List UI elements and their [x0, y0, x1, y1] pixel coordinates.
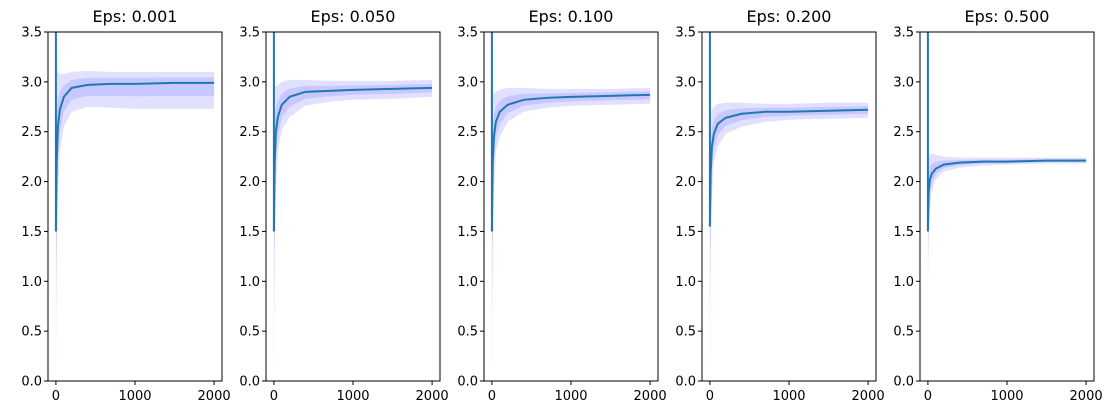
plot-area — [272, 32, 433, 381]
series-line — [926, 159, 1087, 232]
subplot-5: 0.0 0.5 1.0 1.5 2.0 2.5 3.0 3.5 0 1000 2000 Eps: 0.… — [893, 7, 1102, 404]
series-line — [490, 93, 651, 232]
axes-frame — [919, 31, 1095, 382]
y-tick-label: 1.5 — [239, 225, 260, 240]
y-tick-label: 0.5 — [675, 325, 696, 340]
x-tick-label: 1000 — [118, 389, 151, 404]
x-tick-label: 1000 — [990, 389, 1023, 404]
y-tick-label: 1.5 — [21, 225, 42, 240]
x-tick-label: 2000 — [1070, 389, 1103, 404]
subplot-title: Eps: 0.100 — [529, 7, 614, 26]
y-tick-label: 2.5 — [21, 125, 42, 140]
y-tick-label: 0.0 — [21, 375, 42, 390]
subplot-title: Eps: 0.200 — [747, 7, 832, 26]
y-tick-label: 1.0 — [457, 275, 478, 290]
x-tick-label: 2000 — [198, 389, 231, 404]
series-line — [272, 86, 433, 232]
subplot-4: 0.0 0.5 1.0 1.5 2.0 2.5 3.0 3.5 0 1000 2000 Eps: 0.… — [675, 7, 884, 404]
x-tick-label: 0 — [706, 389, 714, 404]
y-tick-label: 3.5 — [675, 26, 696, 41]
inner-band — [273, 83, 433, 307]
y-tick-label: 1.0 — [239, 275, 260, 290]
y-tick-label: 2.0 — [893, 175, 914, 190]
inner-band — [927, 159, 1087, 262]
y-tick-label: 2.5 — [239, 125, 260, 140]
plot-area — [926, 32, 1087, 292]
y-tick-label: 0.5 — [239, 325, 260, 340]
y-tick-label: 3.0 — [21, 75, 42, 90]
y-tick-label: 3.0 — [675, 75, 696, 90]
confidence-band — [927, 141, 1087, 292]
subplot-2: 0.0 0.5 1.0 1.5 2.0 2.5 3.0 3.5 0 1000 2000 Eps: 0.… — [239, 7, 448, 404]
confidence-band — [709, 81, 869, 381]
series-line — [54, 81, 215, 232]
y-tick-label: 2.0 — [21, 175, 42, 190]
series-line — [708, 108, 869, 227]
y-tick-label: 2.0 — [239, 175, 260, 190]
y-tick-label: 2.0 — [457, 175, 478, 190]
axes-frame — [701, 31, 877, 382]
plot-area — [54, 32, 215, 381]
y-tick-label: 1.5 — [457, 225, 478, 240]
y-tick-label: 0.0 — [239, 375, 260, 390]
x-tick-label: 0 — [270, 389, 278, 404]
x-tick-label: 0 — [52, 389, 60, 404]
inner-band — [55, 77, 215, 307]
subplot-title: Eps: 0.050 — [311, 7, 396, 26]
y-tick-label: 2.5 — [457, 125, 478, 140]
x-tick-label: 1000 — [554, 389, 587, 404]
y-tick-label: 1.5 — [675, 225, 696, 240]
y-tick-label: 0.5 — [457, 325, 478, 340]
y-tick-label: 0.0 — [457, 375, 478, 390]
x-tick-label: 2000 — [634, 389, 667, 404]
y-tick-label: 3.0 — [893, 75, 914, 90]
y-tick-label: 0.5 — [21, 325, 42, 340]
subplot-1: 0.0 0.5 1.0 1.5 2.0 2.5 3.0 3.5 0 1000 2000 Eps: 0.… — [21, 7, 230, 404]
x-tick-label: 1000 — [772, 389, 805, 404]
plot-area — [490, 32, 651, 381]
y-tick-label: 3.0 — [457, 75, 478, 90]
inner-band — [709, 106, 869, 304]
axes-frame — [483, 31, 659, 382]
confidence-band — [491, 61, 651, 381]
y-tick-label: 2.0 — [675, 175, 696, 190]
y-tick-label: 3.5 — [239, 26, 260, 41]
subplot-title: Eps: 0.001 — [93, 7, 178, 26]
y-tick-label: 3.5 — [893, 26, 914, 41]
y-tick-label: 1.0 — [21, 275, 42, 290]
y-tick-label: 3.5 — [21, 26, 42, 41]
x-tick-label: 2000 — [416, 389, 449, 404]
x-tick-label: 0 — [924, 389, 932, 404]
y-tick-label: 1.0 — [893, 275, 914, 290]
y-tick-label: 1.0 — [675, 275, 696, 290]
y-tick-label: 3.5 — [457, 26, 478, 41]
y-tick-label: 1.5 — [893, 225, 914, 240]
y-tick-label: 0.5 — [893, 325, 914, 340]
x-tick-label: 2000 — [852, 389, 885, 404]
x-tick-label: 1000 — [336, 389, 369, 404]
y-tick-label: 0.0 — [893, 375, 914, 390]
x-tick-label: 0 — [488, 389, 496, 404]
confidence-band — [55, 32, 215, 381]
y-tick-label: 2.5 — [675, 125, 696, 140]
subplot-3: 0.0 0.5 1.0 1.5 2.0 2.5 3.0 3.5 0 1000 2000 Eps: 0.… — [457, 7, 666, 404]
y-tick-label: 3.0 — [239, 75, 260, 90]
y-tick-label: 2.5 — [893, 125, 914, 140]
y-tick-label: 0.0 — [675, 375, 696, 390]
subplot-title: Eps: 0.500 — [965, 7, 1050, 26]
plot-area — [708, 32, 869, 381]
inner-band — [491, 91, 651, 307]
